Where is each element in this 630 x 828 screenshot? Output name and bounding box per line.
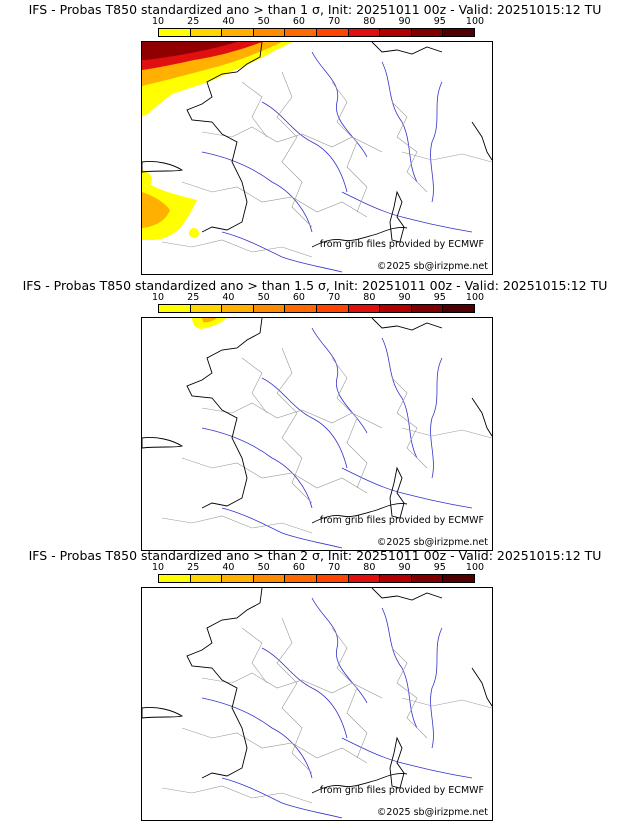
colorbar-tick-label: 80 [363, 16, 376, 27]
colorbar-segment [190, 305, 223, 312]
admin-borders [161, 617, 492, 804]
copyright-credit: ©2025 sb@irizpme.net [376, 537, 488, 548]
colorbar-tick-label: 25 [187, 292, 200, 303]
colorbar-tick-label: 70 [328, 16, 341, 27]
coastline [142, 318, 492, 524]
colorbar-ticks: 10 25 40 50 60 70 80 90 95 100 [152, 16, 484, 28]
colorbar-tick-label: 10 [151, 562, 165, 573]
colorbar-segment [411, 305, 444, 312]
colorbar-segment [159, 29, 191, 36]
colorbar-segment [443, 305, 474, 312]
colorbar-tick-label: 50 [257, 292, 270, 303]
prob-spot [189, 228, 199, 238]
colorbar-segment [316, 575, 349, 582]
colorbar-tick-label: 25 [187, 16, 200, 27]
copyright-credit: ©2025 sb@irizpme.net [376, 807, 488, 818]
colorbar [158, 304, 475, 313]
panel-title: IFS - Probas T850 standardized ano > tha… [28, 548, 602, 563]
rivers [201, 597, 473, 819]
colorbar-tick-label: 95 [433, 16, 446, 27]
colorbar-segment [253, 29, 286, 36]
colorbar-segment [190, 29, 223, 36]
colorbar-tick-label: 50 [257, 562, 270, 573]
admin-borders [161, 347, 492, 534]
colorbar-tick-label: 40 [222, 16, 235, 27]
colorbar-segment [443, 575, 474, 582]
colorbar-segment [222, 29, 254, 36]
map-canvas [142, 42, 492, 273]
colorbar-segment [380, 29, 412, 36]
colorbar-tick-label: 25 [187, 562, 200, 573]
probability-map: from grib files provided by ECMWF ©2025 … [141, 41, 493, 275]
colorbar-segment [190, 575, 223, 582]
panel-title: IFS - Probas T850 standardized ano > tha… [28, 2, 602, 17]
colorbar-segment [411, 29, 444, 36]
colorbar-tick-label: 80 [363, 292, 376, 303]
colorbar-segment [159, 575, 191, 582]
map-panel-1: IFS - Probas T850 standardized ano > tha… [0, 0, 630, 276]
colorbar-tick-label: 10 [151, 292, 165, 303]
colorbar-ticks: 10 25 40 50 60 70 80 90 95 100 [152, 562, 484, 574]
colorbar-tick-label: 50 [257, 16, 270, 27]
colorbar-segment [316, 29, 349, 36]
colorbar-tick-label: 100 [465, 292, 485, 303]
coastline [142, 588, 492, 794]
colorbar-tick-label: 90 [398, 292, 411, 303]
colorbar [158, 28, 475, 37]
colorbar-segment [411, 575, 444, 582]
colorbar-segment [285, 305, 317, 312]
colorbar-tick-label: 90 [398, 16, 411, 27]
colorbar-tick-label: 95 [433, 562, 446, 573]
colorbar-segment [253, 575, 286, 582]
colorbar-segment [285, 575, 317, 582]
colorbar [158, 574, 475, 583]
colorbar-segment [159, 305, 191, 312]
colorbar-segment [380, 305, 412, 312]
prob-area-south-mid [142, 192, 170, 228]
data-source-credit: from grib files provided by ECMWF [319, 515, 484, 526]
colorbar-tick-label: 60 [292, 292, 305, 303]
colorbar-tick-label: 100 [465, 562, 485, 573]
colorbar-tick-label: 60 [292, 562, 305, 573]
colorbar-segment [348, 575, 381, 582]
map-panel-2: IFS - Probas T850 standardized ano > tha… [0, 276, 630, 552]
colorbar-segment [443, 29, 474, 36]
colorbar-tick-label: 80 [363, 562, 376, 573]
data-source-credit: from grib files provided by ECMWF [319, 785, 484, 796]
panel-title: IFS - Probas T850 standardized ano > tha… [22, 278, 608, 293]
map-panel-3: IFS - Probas T850 standardized ano > tha… [0, 546, 630, 822]
colorbar-segment [348, 305, 381, 312]
data-source-credit: from grib files provided by ECMWF [319, 239, 484, 250]
colorbar-segment [253, 305, 286, 312]
map-canvas [142, 588, 492, 819]
colorbar-tick-label: 100 [465, 16, 485, 27]
colorbar-segment [316, 305, 349, 312]
map-canvas [142, 318, 492, 549]
colorbar-segment [222, 305, 254, 312]
colorbar-segment [348, 29, 381, 36]
colorbar-ticks: 10 25 40 50 60 70 80 90 95 100 [152, 292, 484, 304]
colorbar-segment [380, 575, 412, 582]
prob-area-north [192, 318, 227, 329]
admin-borders [161, 71, 492, 258]
prob-area-north-max [142, 42, 237, 60]
colorbar-tick-label: 10 [151, 16, 165, 27]
coastline [142, 42, 492, 248]
copyright-credit: ©2025 sb@irizpme.net [376, 261, 488, 272]
probability-map: from grib files provided by ECMWF ©2025 … [141, 317, 493, 551]
prob-area-north-mid [202, 318, 217, 323]
colorbar-tick-label: 60 [292, 16, 305, 27]
colorbar-tick-label: 70 [328, 562, 341, 573]
colorbar-tick-label: 95 [433, 292, 446, 303]
colorbar-tick-label: 40 [222, 292, 235, 303]
colorbar-segment [222, 575, 254, 582]
colorbar-tick-label: 40 [222, 562, 235, 573]
probability-map: from grib files provided by ECMWF ©2025 … [141, 587, 493, 821]
colorbar-segment [285, 29, 317, 36]
colorbar-tick-label: 90 [398, 562, 411, 573]
colorbar-tick-label: 70 [328, 292, 341, 303]
